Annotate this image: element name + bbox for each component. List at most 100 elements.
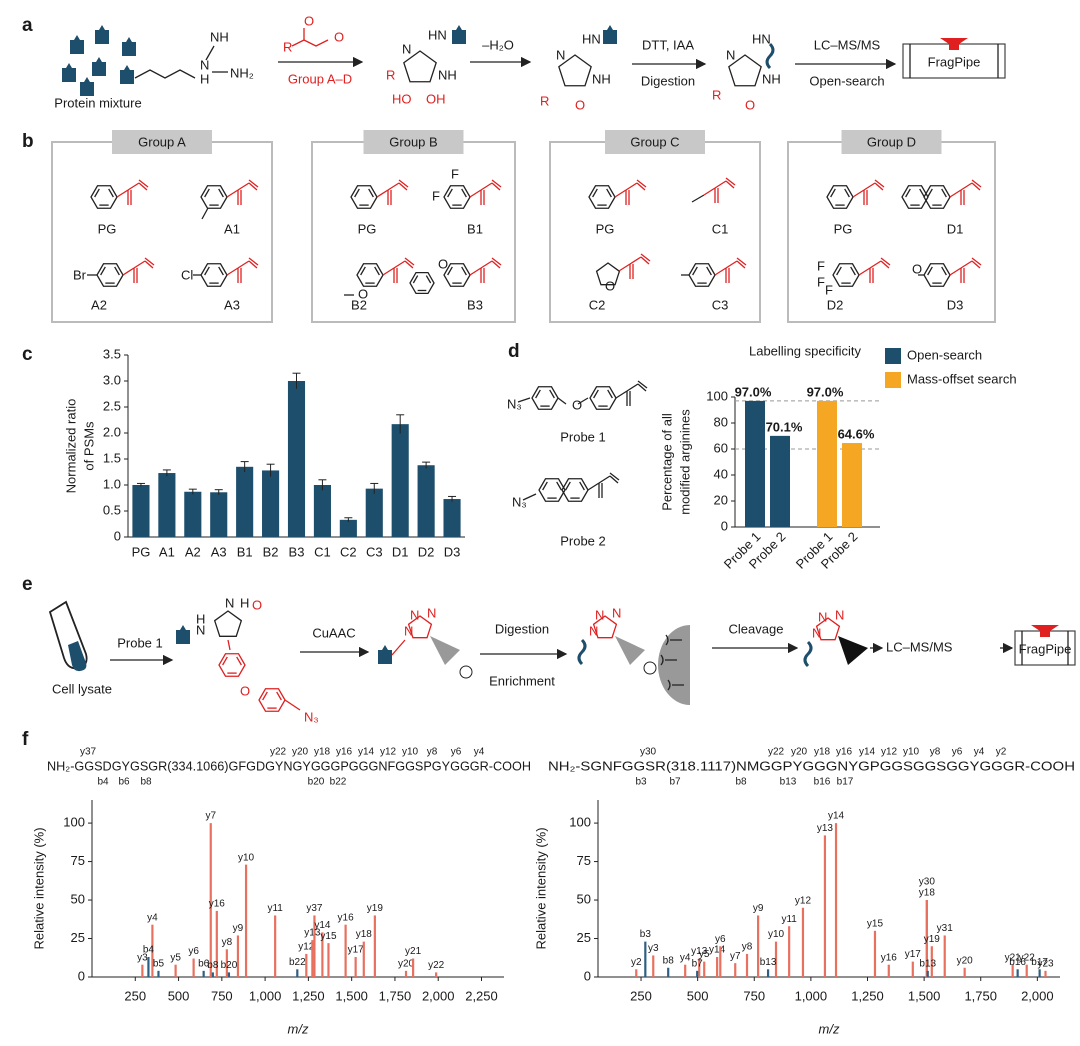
legend-swatch xyxy=(885,348,901,364)
peak-label: b8 xyxy=(663,955,675,966)
atom: N xyxy=(818,609,827,624)
peak-label: y7 xyxy=(205,811,216,822)
peptide xyxy=(577,638,587,666)
x-tick-label: 2,000 xyxy=(1021,988,1054,1003)
bond xyxy=(949,189,962,198)
compound-label: B2 xyxy=(351,297,367,312)
peak-label: b13 xyxy=(760,957,777,968)
bond xyxy=(844,188,850,198)
compound-label: C1 xyxy=(712,221,729,236)
x-tick-label: A3 xyxy=(211,544,227,559)
bond xyxy=(248,182,258,191)
bond xyxy=(565,481,571,491)
x-tick-label: C3 xyxy=(366,544,383,559)
y-tick-label: 1.0 xyxy=(103,476,121,491)
compound-label: C3 xyxy=(712,297,729,312)
x-tick-label: B2 xyxy=(263,544,279,559)
bond xyxy=(360,266,366,276)
ring xyxy=(443,185,471,209)
ring xyxy=(588,185,616,209)
atom: N xyxy=(556,47,565,62)
x-tick-label: D1 xyxy=(392,544,409,559)
peak-label: y37 xyxy=(306,903,323,914)
ion-label: y10 xyxy=(903,747,920,758)
atom: N xyxy=(589,623,598,638)
bond xyxy=(971,257,982,266)
ion-label: b22 xyxy=(330,777,347,788)
peak-label: y23 xyxy=(1037,958,1054,969)
bond xyxy=(116,189,129,198)
software-label: FragPipe xyxy=(1019,641,1072,656)
bond xyxy=(556,481,562,491)
ring xyxy=(592,615,618,639)
atom: HN xyxy=(428,27,447,42)
bond xyxy=(618,263,631,272)
value-label: 64.6% xyxy=(838,426,875,441)
peak-label: b22 xyxy=(289,957,306,968)
atom: N xyxy=(200,57,209,72)
bond xyxy=(227,639,231,651)
y-tick-label: 2.0 xyxy=(103,424,121,439)
atom: N₃ xyxy=(512,494,527,509)
bond xyxy=(122,267,135,276)
bond xyxy=(248,257,259,266)
ion-label: b13 xyxy=(780,777,797,788)
y-tick-label: 100 xyxy=(569,815,591,830)
peak-label: y13 xyxy=(817,823,834,834)
linker xyxy=(430,636,460,665)
label: CuAAC xyxy=(312,625,355,640)
compound-label: B3 xyxy=(467,297,483,312)
x-tick-label: D3 xyxy=(444,544,461,559)
bar xyxy=(158,473,176,537)
bond xyxy=(579,481,585,491)
ring xyxy=(409,271,435,295)
peak-label: y15 xyxy=(867,918,884,929)
peak-label: y10 xyxy=(768,929,785,940)
ring xyxy=(561,478,589,502)
bar xyxy=(443,499,461,537)
bond xyxy=(138,179,149,188)
bond xyxy=(284,699,301,711)
compound-label: A3 xyxy=(224,297,240,312)
bond xyxy=(491,179,502,188)
bond xyxy=(592,188,598,198)
ion-label: b3 xyxy=(635,777,647,788)
compound-label: PG xyxy=(834,221,853,236)
bar xyxy=(417,465,435,537)
ion-label: y37 xyxy=(80,747,97,758)
bond xyxy=(736,257,747,266)
atom: N xyxy=(402,41,411,56)
atom: N xyxy=(410,607,419,622)
peak-label: b5 xyxy=(153,958,165,969)
atom: NH₂ xyxy=(230,65,254,80)
atom: H xyxy=(240,595,249,610)
atom: O xyxy=(240,683,250,698)
peak-label: y11 xyxy=(267,903,283,914)
compound-label: PG xyxy=(98,221,117,236)
bond xyxy=(461,188,467,198)
peak-label: b16 xyxy=(1009,957,1026,968)
bond xyxy=(549,389,555,399)
bond xyxy=(706,266,712,276)
atom: R xyxy=(712,87,721,102)
peak-label: y21 xyxy=(405,946,422,957)
ion-label: y8 xyxy=(427,747,438,758)
atom: O xyxy=(304,13,314,28)
atom: F xyxy=(432,188,440,203)
protein-piece xyxy=(92,57,106,76)
x-tick-label: 2,250 xyxy=(465,988,498,1003)
bond xyxy=(535,389,541,399)
bond xyxy=(850,266,856,276)
streptavidin xyxy=(667,679,684,691)
x-tick-label: B1 xyxy=(237,544,253,559)
bond xyxy=(869,260,882,269)
atom: O xyxy=(438,256,448,271)
ring xyxy=(218,653,246,677)
ion-label: b6 xyxy=(118,777,130,788)
atom: N xyxy=(427,605,436,620)
ion-label: y6 xyxy=(952,747,963,758)
x-tick-label: 750 xyxy=(211,988,233,1003)
peak-label: y13 xyxy=(691,946,708,957)
x-tick-label: D2 xyxy=(418,544,435,559)
